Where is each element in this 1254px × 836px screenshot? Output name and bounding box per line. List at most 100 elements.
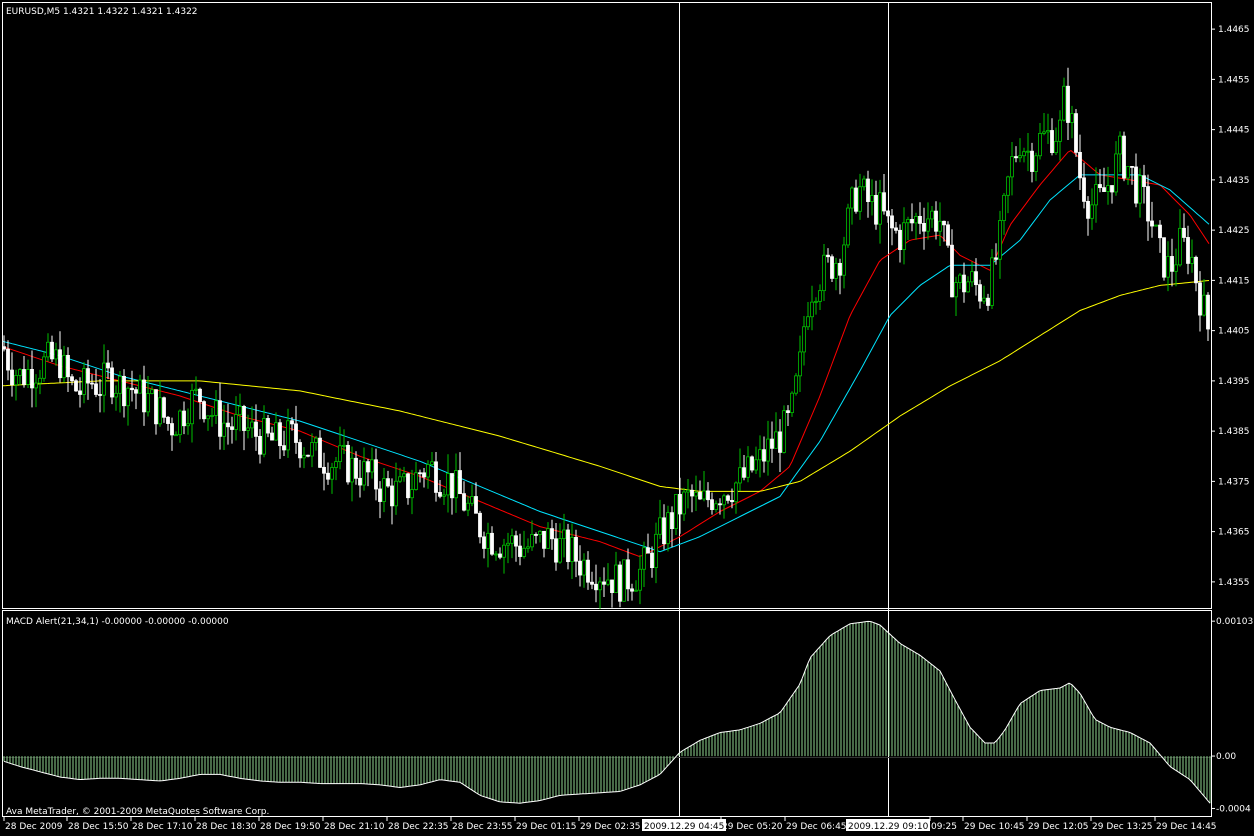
candle-body — [1082, 177, 1086, 202]
candle-body — [878, 192, 882, 225]
candle-body — [554, 538, 558, 563]
macd-panel-frame — [2, 610, 1212, 817]
candle-body — [238, 406, 242, 415]
candle-body — [1150, 220, 1154, 227]
candle-body — [566, 529, 570, 563]
candle-body — [1110, 185, 1114, 193]
candle-body — [122, 375, 126, 407]
candle-body — [818, 290, 822, 302]
candle-body — [1070, 113, 1074, 123]
candle-body — [1058, 119, 1062, 142]
candle-body — [130, 387, 134, 391]
candle-body — [750, 456, 754, 471]
candle-body — [1154, 224, 1158, 227]
price-axis: 1.4465 1.4455 1.4445 1.4435 1.4425 1.4415 1.44… — [1211, 25, 1250, 588]
candle-body — [1086, 200, 1090, 219]
price-label: 1.4375 — [1218, 477, 1250, 487]
price-label: 1.4405 — [1218, 327, 1250, 337]
candle-body — [1102, 187, 1106, 192]
candle-body — [514, 535, 518, 547]
candle-body — [342, 444, 346, 447]
candle-body — [462, 493, 466, 511]
candle-body — [362, 461, 366, 486]
candle-body — [1022, 151, 1026, 157]
candle-body — [630, 588, 634, 592]
candle-body — [262, 418, 266, 455]
candle-body — [378, 488, 382, 502]
candle-body — [730, 499, 734, 503]
candle-body — [494, 553, 498, 556]
candle-body — [806, 316, 810, 328]
candle-body — [382, 478, 386, 502]
candle-body — [486, 532, 490, 549]
candle-body — [790, 392, 794, 413]
candle-body — [158, 397, 162, 425]
candle-body — [710, 499, 714, 510]
candle-body — [270, 432, 274, 441]
candle-body — [474, 496, 478, 514]
candle-body — [770, 438, 774, 449]
candle-body — [766, 438, 770, 462]
candle-body — [1062, 85, 1066, 121]
candle-body — [82, 368, 86, 395]
time-axis: 28 Dec 2009 28 Dec 15:50 28 Dec 17:10 28 De… — [3, 817, 1217, 832]
candle-body — [1078, 151, 1082, 179]
candle-body — [870, 195, 874, 202]
price-label: 1.4415 — [1218, 276, 1250, 286]
candle-body — [982, 297, 986, 302]
candle-body — [694, 492, 698, 497]
candle-body — [242, 406, 246, 431]
candle-body — [1170, 256, 1174, 272]
candle-body — [418, 472, 422, 475]
candle-body — [678, 494, 682, 515]
candle-body — [2, 346, 6, 350]
candle-body — [294, 423, 298, 443]
candle-body — [338, 445, 342, 462]
candle-body — [34, 382, 38, 389]
candle-body — [1106, 185, 1110, 192]
candle-body — [782, 410, 786, 453]
price-label: 1.4435 — [1218, 176, 1250, 186]
candle-body — [218, 400, 222, 437]
candle-body — [454, 470, 458, 499]
candle-body — [502, 544, 506, 558]
candle-body — [930, 210, 934, 220]
time-label: 29 Dec 12:05 — [1028, 822, 1089, 832]
candle-body — [1146, 186, 1150, 222]
candle-body — [6, 348, 10, 371]
candle-body — [1074, 113, 1078, 153]
candle-body — [18, 369, 22, 376]
candle-body — [1114, 153, 1118, 193]
candle-body — [1138, 175, 1142, 204]
candle-body — [1142, 175, 1146, 187]
candle-body — [1130, 166, 1134, 168]
candle-body — [786, 410, 790, 413]
candle-body — [690, 489, 694, 497]
candle-body — [1182, 227, 1186, 238]
candle-body — [830, 256, 834, 279]
candle-body — [614, 564, 618, 593]
candle-body — [1006, 176, 1010, 196]
candle-body — [758, 449, 762, 461]
candle-body — [722, 495, 726, 506]
candle-body — [986, 297, 990, 306]
macd-label: 0.00 — [1216, 752, 1236, 762]
candle-body — [1202, 294, 1206, 316]
candle-body — [1198, 282, 1202, 316]
candle-body — [246, 427, 250, 431]
candle-body — [210, 415, 214, 417]
price-candles — [2, 67, 1210, 609]
candle-body — [470, 496, 474, 504]
candle-body — [998, 220, 1002, 260]
candle-body — [686, 489, 690, 493]
candle-body — [394, 480, 398, 507]
crosshair-time-box — [642, 819, 726, 831]
candle-body — [254, 421, 258, 437]
candle-body — [326, 472, 330, 480]
price-label: 1.4445 — [1218, 126, 1250, 136]
candle-body — [522, 547, 526, 557]
crosshair-time-label: 2009.12.29 09:10 — [848, 822, 929, 832]
candle-body — [562, 529, 566, 540]
